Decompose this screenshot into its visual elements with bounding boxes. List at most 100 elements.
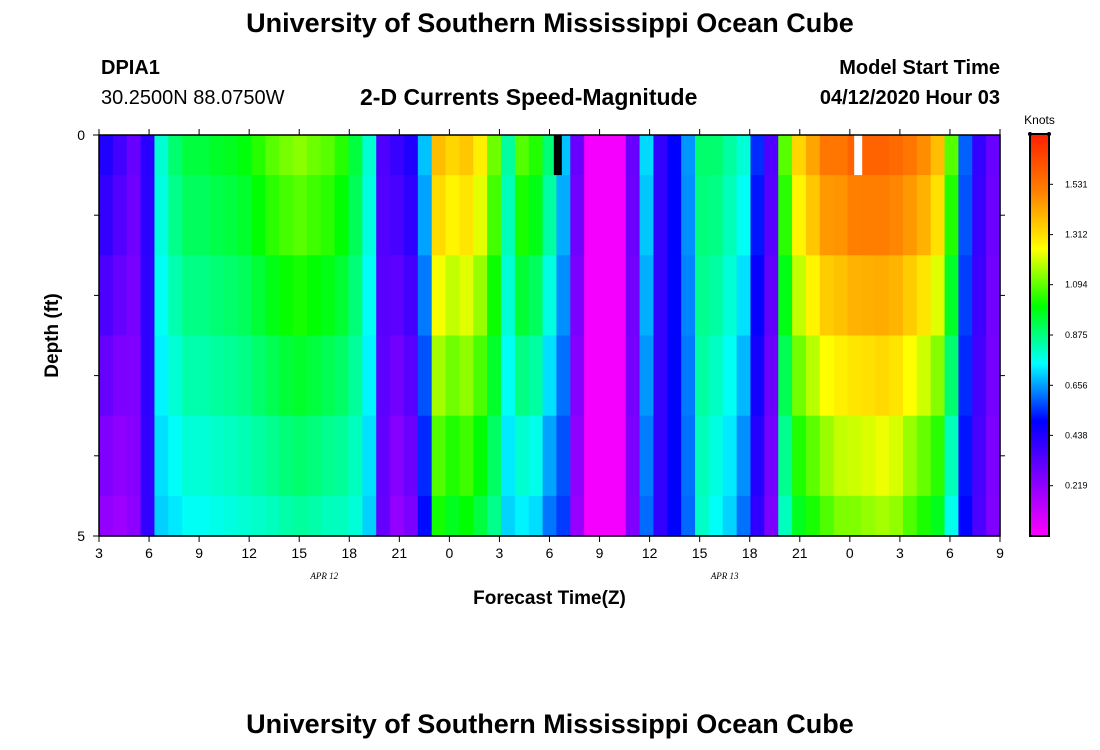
heat-cell (528, 255, 544, 337)
heat-cell (736, 495, 752, 537)
heat-cell (99, 335, 114, 417)
heat-cell (487, 335, 502, 417)
heat-cell (708, 495, 724, 537)
heat-cell (445, 175, 460, 256)
heat-cell (736, 255, 752, 337)
missing-data-cells (553, 135, 863, 176)
heat-cell (293, 255, 308, 337)
heat-cell (681, 175, 696, 256)
heat-cell (196, 135, 211, 176)
heat-cell (514, 255, 530, 337)
heat-cell (611, 135, 627, 176)
heat-cell (625, 255, 641, 337)
station-coords: 30.2500N 88.0750W (101, 87, 285, 109)
heat-cell (459, 495, 474, 537)
heat-cell (792, 495, 807, 537)
chart-title: 2-D Currents Speed-Magnitude (360, 84, 698, 110)
heat-cell (570, 495, 585, 537)
heat-cell (819, 135, 835, 176)
heat-cell (722, 335, 738, 417)
heat-cell (223, 135, 239, 176)
heat-cell (473, 175, 488, 256)
heat-cell (390, 255, 405, 337)
heat-cell (487, 135, 502, 176)
heat-cell (168, 175, 183, 256)
heat-cell (473, 495, 488, 537)
heat-cell (736, 335, 752, 417)
heat-cell (861, 175, 876, 256)
heat-cell (584, 415, 599, 497)
heat-cell (847, 175, 862, 256)
heat-cell (514, 135, 530, 176)
heat-cell (251, 495, 266, 537)
heat-cell (390, 175, 405, 256)
heat-cell (320, 175, 336, 256)
heat-cell (320, 135, 336, 176)
heat-cell (681, 335, 696, 417)
heat-cell (570, 175, 585, 256)
heat-cell (972, 175, 987, 256)
heat-cell (487, 255, 502, 337)
heat-cell (930, 415, 946, 497)
heat-cell (625, 495, 641, 537)
heat-cell (944, 335, 960, 417)
heat-cell (417, 335, 433, 417)
heat-cell (833, 335, 849, 417)
heat-cell (625, 135, 641, 176)
heat-cell (223, 175, 239, 256)
heat-cell (126, 495, 142, 537)
heat-cell (376, 135, 391, 176)
heat-cell (99, 255, 114, 337)
heat-cell (598, 255, 613, 337)
heat-cell (570, 255, 585, 337)
heat-cell (112, 415, 128, 497)
heat-cell (445, 255, 460, 337)
colorbar-gradient (1029, 133, 1050, 537)
heat-cell (958, 135, 973, 176)
heat-cell (750, 175, 765, 256)
page-title-bottom: University of Southern Mississippi Ocean… (246, 709, 854, 739)
colorbar-tick-label: 0.656 (1065, 380, 1088, 390)
x-tick-label: 12 (241, 545, 257, 561)
heat-cell (764, 255, 779, 337)
heat-cell (861, 135, 876, 176)
heat-cell (764, 135, 779, 176)
heat-cell (708, 135, 724, 176)
heat-cell (819, 255, 835, 337)
heat-cell (986, 255, 1001, 337)
heat-cell (306, 135, 322, 176)
heat-cell (500, 335, 516, 417)
heat-cell (126, 415, 142, 497)
heat-cell (986, 335, 1001, 417)
heat-cell (306, 335, 322, 417)
page-title-top: University of Southern Mississippi Ocean… (246, 8, 854, 38)
heat-cell (182, 135, 197, 176)
model-start-value: 04/12/2020 Hour 03 (819, 87, 1000, 109)
heat-cell (154, 335, 169, 417)
heat-cell (417, 495, 433, 537)
heat-cell (320, 415, 336, 497)
x-tick-label: 12 (642, 545, 658, 561)
x-tick-label: 15 (692, 545, 708, 561)
heat-cell (972, 335, 987, 417)
heat-cell (764, 175, 779, 256)
heat-cell (902, 135, 918, 176)
heat-cell (611, 495, 627, 537)
heat-cell (584, 175, 599, 256)
heat-cell (819, 415, 835, 497)
heat-cell (431, 255, 447, 337)
heat-cell (500, 255, 516, 337)
heat-cell (348, 255, 363, 337)
heat-cell (958, 175, 973, 256)
heat-cell (708, 175, 724, 256)
heat-cell (944, 415, 960, 497)
heat-cell (500, 175, 516, 256)
heat-cell (805, 335, 821, 417)
heat-cell (847, 255, 862, 337)
heat-cell (390, 335, 405, 417)
heat-cell (168, 255, 183, 337)
x-tick-label: 0 (846, 545, 854, 561)
colorbar-tick-label: 0.219 (1065, 481, 1088, 491)
heat-cell (958, 335, 973, 417)
heat-cell (237, 495, 253, 537)
